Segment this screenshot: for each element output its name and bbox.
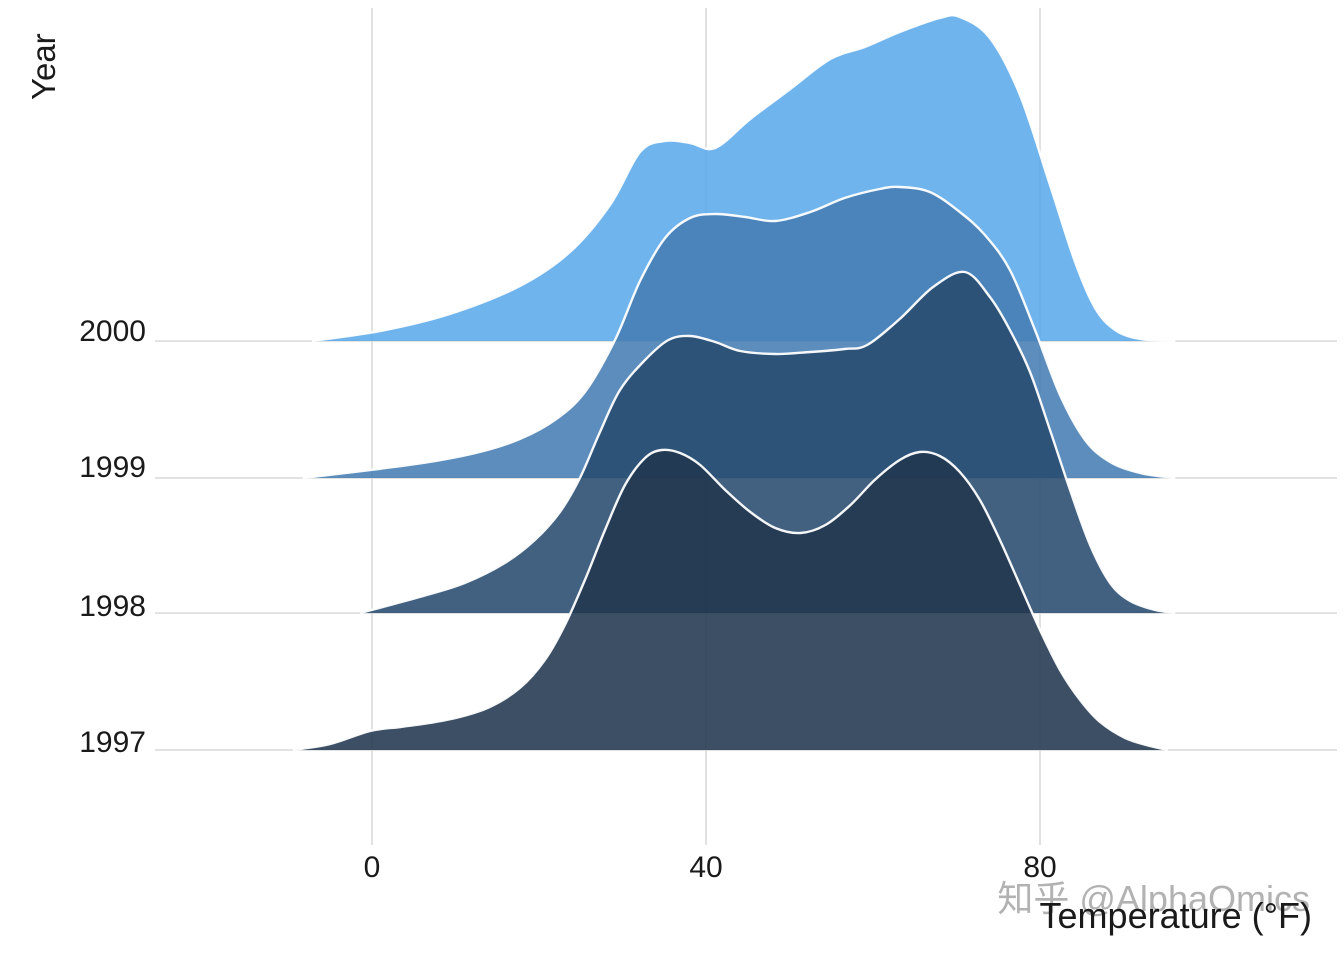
y-tick-label-1997: 1997 [79,726,146,759]
y-tick-label-1998: 1998 [79,590,146,623]
x-tick-label-80: 80 [1023,851,1057,884]
y-axis-title: Year [25,33,62,100]
y-tick-label-2000: 2000 [79,315,146,348]
x-axis-title: Temperature (°F) [1039,895,1312,936]
x-tick-label-40: 40 [689,851,723,884]
ridge-outline-1997 [292,448,1169,752]
ridge-outline-1998 [359,270,1176,615]
x-tick-label-0: 0 [363,851,381,884]
y-tick-label-1999: 1999 [79,451,146,484]
ridge-1997 [292,448,1169,752]
ridge-area-1997 [292,449,1168,750]
watermark-zhihu-alphaomics: 知乎 @AlphaOmics [997,878,1310,919]
ridge-outline-2000 [311,14,1176,343]
ridge-outline-1999 [302,185,1176,480]
